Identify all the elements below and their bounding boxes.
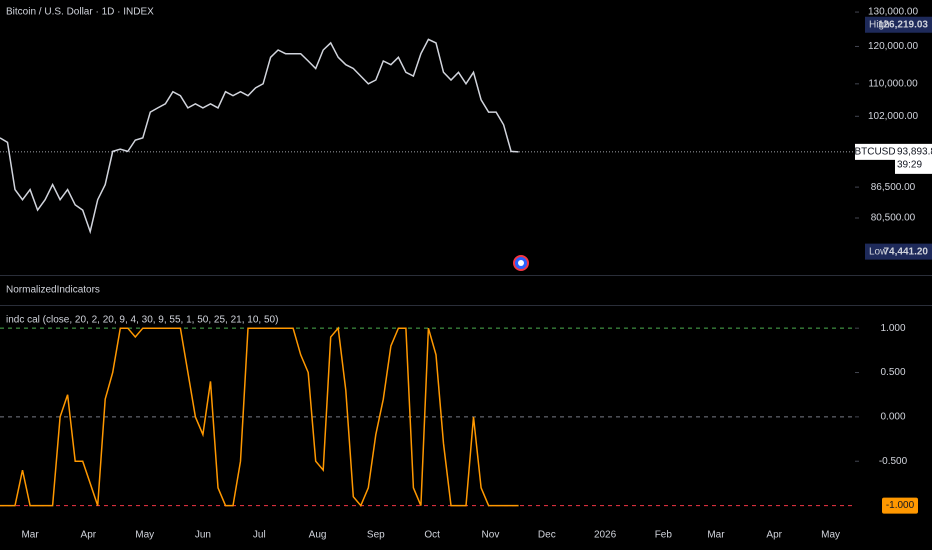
x-tick-label: Dec <box>538 530 556 541</box>
x-tick-label: 2026 <box>594 530 617 541</box>
symbol-badge <box>855 143 895 160</box>
x-tick-label: Feb <box>655 530 673 541</box>
x-tick-label: Jun <box>195 530 211 541</box>
indicator-last-value: -1.000 <box>886 500 915 511</box>
series-line <box>0 38 519 235</box>
pane-title: NormalizedIndicators <box>6 285 100 296</box>
y-tick-label: 110,000.00 <box>868 78 918 89</box>
x-tick-label: May <box>135 530 154 541</box>
y-tick-label: 0.000 <box>880 412 905 423</box>
x-tick-label: Aug <box>309 530 327 541</box>
x-tick-label: Oct <box>424 530 440 541</box>
indicator-last-badge <box>882 497 918 514</box>
y-tick-label: 102,000.00 <box>868 111 918 122</box>
y-tick-label: 1.000 <box>880 323 905 334</box>
x-tick-label: Nov <box>482 530 500 541</box>
last-price-value: 93,893.87 <box>897 147 932 158</box>
marker-name: Low <box>869 246 888 257</box>
x-tick-label: Jul <box>253 530 266 541</box>
marker-value: 74,441.20 <box>884 246 929 257</box>
y-tick-label: -0.500 <box>879 456 908 467</box>
x-tick-label: Sep <box>367 530 385 541</box>
x-tick-label: Mar <box>707 530 725 541</box>
indicator-name: indc cal (close, 20, 2, 20, 9, 4, 30, 9,… <box>6 315 278 326</box>
y-tick-label: 80,500.00 <box>871 213 916 224</box>
y-tick-label: 130,000.00 <box>868 7 918 18</box>
y-tick-label: 86,500.00 <box>871 182 916 193</box>
event-icon[interactable] <box>513 255 529 271</box>
x-tick-label: Apr <box>766 530 782 541</box>
symbol-label: BTCUSD <box>854 147 895 158</box>
marker-badge <box>865 243 932 260</box>
y-tick-label: 120,000.00 <box>868 41 918 52</box>
countdown: 39:29 <box>897 160 922 171</box>
x-tick-label: May <box>821 530 840 541</box>
chart-title: Bitcoin / U.S. Dollar · 1D · INDEX <box>6 7 154 18</box>
marker-badge <box>865 16 932 33</box>
marker-name: High <box>869 19 890 30</box>
y-tick-label: 0.500 <box>880 367 905 378</box>
marker-value: 126,219.03 <box>878 19 928 30</box>
last-price-badge <box>895 143 932 174</box>
series-line <box>0 326 519 508</box>
x-tick-label: Mar <box>21 530 39 541</box>
x-tick-label: Apr <box>81 530 97 541</box>
